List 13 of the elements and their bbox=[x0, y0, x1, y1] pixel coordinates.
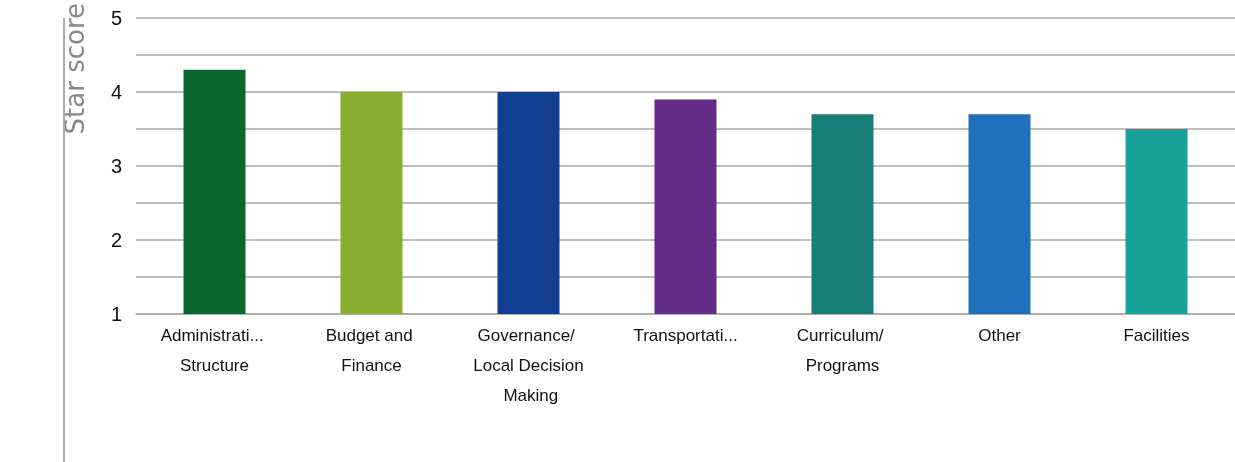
y-tick-label: 5 bbox=[110, 7, 122, 29]
x-tick-label: Transportati... bbox=[633, 325, 738, 345]
x-tick-label: Curriculum/ Programs bbox=[796, 325, 889, 375]
x-tick-label: Facilities bbox=[1123, 325, 1190, 345]
x-tick-label: Other bbox=[978, 325, 1022, 345]
y-axis-title: Star score bbox=[60, 3, 90, 135]
x-tick-label: Administrati... Structure bbox=[160, 325, 269, 375]
y-tick-label: 2 bbox=[110, 229, 122, 251]
x-tick-label: Budget and Finance bbox=[325, 325, 418, 375]
y-tick-label: 3 bbox=[110, 155, 122, 177]
y-tick-label: 4 bbox=[110, 81, 122, 103]
y-tick-label: 1 bbox=[110, 303, 122, 325]
x-tick-label: Governance/ Local Decision Making bbox=[473, 325, 584, 405]
